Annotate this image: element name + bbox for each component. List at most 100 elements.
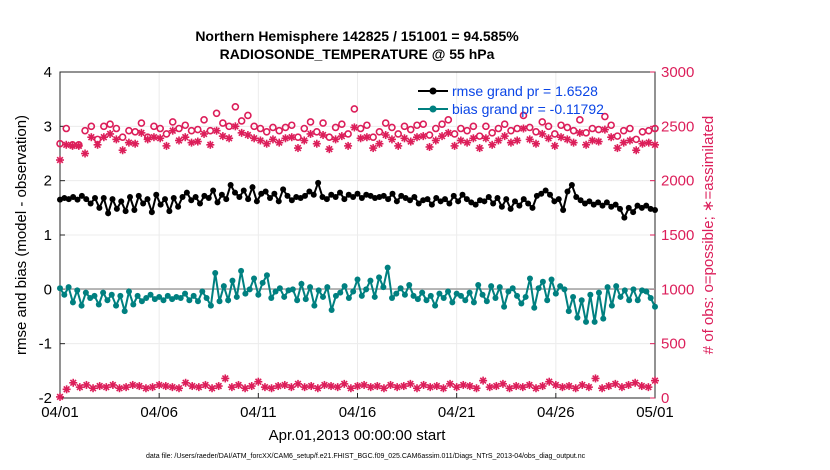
data-point [99,133,108,142]
data-point [130,301,137,308]
data-point [121,308,128,315]
data-point [538,118,547,126]
data-point [140,200,147,207]
data-point [488,283,495,290]
data-point [532,139,540,148]
data-point [362,133,371,142]
data-point [221,374,230,383]
data-point [138,298,145,305]
data-point [630,286,637,293]
data-point [539,278,546,285]
data-point [578,297,585,304]
data-point [457,292,464,299]
data-point [551,380,560,389]
data-point [525,380,534,389]
data-point [531,304,538,311]
data-point [354,190,361,197]
data-point [644,383,653,392]
data-point [557,121,565,130]
x-tick-label: 04/16 [339,404,377,421]
data-point [61,291,68,298]
data-point [450,130,459,138]
data-point [512,198,518,205]
data-point [518,383,527,392]
data-point [153,191,160,198]
x-axis-label: Apr.01,2013 00:00:00 start [269,427,447,444]
data-point [75,383,84,392]
data-point [268,295,275,302]
data-point [577,197,584,204]
data-point [118,133,127,141]
data-point [206,140,215,149]
data-point [150,122,158,131]
data-point [466,289,473,296]
data-point [201,380,210,389]
data-point [149,133,158,142]
data-point [268,135,277,144]
data-point [353,382,362,391]
data-point [312,127,321,136]
data-point [327,382,336,391]
x-tick-label: 05/01 [636,404,674,421]
data-point [608,302,615,309]
data-point [619,138,628,147]
data-point [78,302,85,309]
data-point [446,200,453,207]
data-point [369,144,378,153]
data-point [244,111,252,120]
data-point [651,140,659,149]
data-point [607,121,615,130]
data-point [428,201,435,208]
data-point [157,201,164,208]
data-point [542,187,549,194]
data-point [594,125,603,134]
data-point [102,383,111,392]
data-point [344,141,353,150]
data-point [576,116,584,124]
data-point [612,201,619,208]
data-point [561,286,568,293]
data-point [367,277,374,284]
data-point [300,136,309,145]
data-point [375,127,384,136]
data-point [512,382,521,391]
data-point [544,122,553,131]
data-point [325,145,334,154]
data-point [332,292,339,299]
data-point [82,380,91,389]
data-point [338,120,346,128]
data-point [175,136,183,145]
data-point [570,293,577,300]
data-point [613,132,622,140]
data-point [621,214,628,221]
data-point [156,124,165,133]
data-point [569,126,578,135]
data-point [594,137,603,146]
data-point [419,120,428,128]
data-point [414,296,421,303]
data-point [319,131,328,140]
data-point [87,200,94,207]
data-point [492,382,501,391]
data-point [401,291,408,298]
data-point [419,380,428,389]
data-point [307,284,314,291]
data-point [432,302,439,309]
data-point [298,280,305,287]
y-axis-right: 0 500 1000 1500 2000 2500 3000 [650,64,694,407]
data-point [371,293,378,300]
data-point [400,122,409,131]
data-point [280,186,287,193]
data-point [284,192,291,199]
data-point [168,383,177,392]
data-point [74,196,81,203]
data-point [373,382,382,391]
data-point [651,124,659,133]
data-point [238,267,245,274]
data-point [95,382,104,391]
data-point [227,182,234,189]
data-point [247,382,256,391]
data-point [232,189,238,196]
data-point [186,297,193,304]
